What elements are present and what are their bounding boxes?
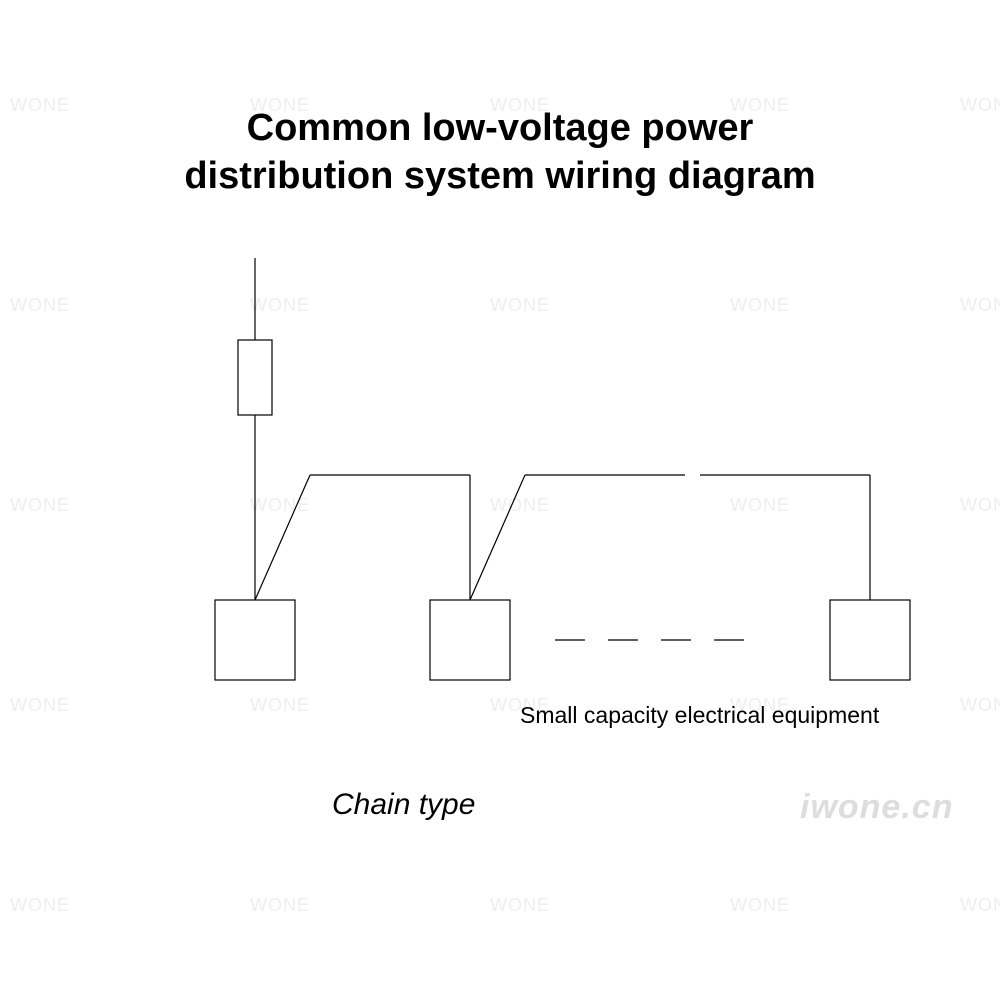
type-label: Chain type bbox=[332, 788, 475, 822]
source-watermark: iwone.cn bbox=[800, 788, 953, 827]
equipment-label: Small capacity electrical equipment bbox=[520, 702, 879, 729]
wiring-diagram bbox=[0, 0, 1000, 1000]
